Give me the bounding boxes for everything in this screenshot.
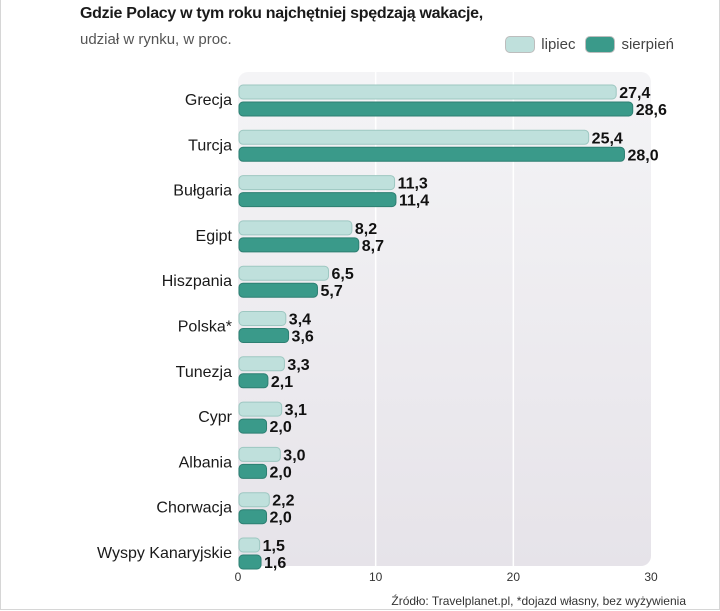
bar-sierpien-polska — [238, 328, 290, 343]
value-label-lipiec-wyspy-kanaryjskie: 1,5 — [263, 538, 285, 555]
legend-item-sierpien: sierpień — [585, 36, 674, 53]
bar-lipiec-grecja — [238, 84, 617, 100]
legend-swatch-sierpien — [585, 36, 616, 53]
source-note: Źródło: Travelplanet.pl, *dojazd własny,… — [391, 594, 686, 608]
value-label-sierpien-tunezja: 2,1 — [271, 374, 293, 391]
value-label-sierpien-egipt: 8,7 — [362, 238, 384, 255]
legend-label-sierpien: sierpień — [621, 36, 674, 53]
bar-lipiec-egipt — [238, 220, 353, 236]
value-label-sierpien-turcja: 28,0 — [627, 147, 658, 164]
value-label-sierpien-cypr: 2,0 — [270, 419, 292, 436]
bar-lipiec-polska — [238, 311, 287, 326]
category-label-turcja: Turcja — [188, 137, 232, 154]
category-label-albania: Albania — [179, 454, 232, 471]
value-label-lipiec-polska: 3,4 — [289, 312, 311, 329]
bar-lipiec-turcja — [238, 129, 590, 145]
bar-sierpien-bulgaria — [238, 192, 397, 208]
bar-lipiec-chorwacja — [238, 492, 270, 508]
category-label-bulgaria: Bułgaria — [173, 183, 232, 200]
category-label-wyspy-kanaryjskie: Wyspy Kanaryjskie — [97, 545, 232, 562]
value-label-sierpien-hiszpania: 5,7 — [320, 283, 342, 300]
x-tick-label: 30 — [644, 570, 658, 584]
category-label-chorwacja: Chorwacja — [156, 500, 232, 517]
chart-subtitle: udział w rynku, w proc. — [80, 31, 232, 48]
value-label-lipiec-hiszpania: 6,5 — [331, 266, 353, 283]
legend-label-lipiec: lipiec — [541, 36, 576, 53]
value-label-sierpien-polska: 3,6 — [292, 329, 314, 346]
bar-lipiec-wyspy-kanaryjskie — [238, 537, 261, 553]
value-label-lipiec-grecja: 27,4 — [619, 85, 650, 102]
bar-lipiec-hiszpania — [238, 265, 329, 281]
bar-sierpien-grecja — [238, 101, 634, 117]
category-label-tunezja: Tunezja — [176, 364, 232, 381]
bar-sierpien-wyspy-kanaryjskie — [238, 554, 262, 570]
value-label-lipiec-cypr: 3,1 — [285, 402, 307, 419]
value-label-lipiec-bulgaria: 11,3 — [398, 176, 428, 193]
bar-lipiec-bulgaria — [238, 175, 396, 191]
category-label-egipt: Egipt — [196, 228, 233, 245]
chart-title: Gdzie Polacy w tym roku najchętniej spęd… — [80, 5, 483, 22]
value-label-sierpien-chorwacja: 2,0 — [270, 510, 292, 527]
bar-lipiec-albania — [238, 446, 281, 462]
value-label-sierpien-albania: 2,0 — [270, 464, 292, 481]
value-label-lipiec-turcja: 25,4 — [592, 130, 623, 147]
value-label-lipiec-egipt: 8,2 — [355, 221, 377, 238]
value-label-lipiec-chorwacja: 2,2 — [272, 493, 294, 510]
category-label-polska: Polska* — [178, 319, 232, 336]
bar-sierpien-cypr — [238, 418, 268, 434]
value-label-sierpien-wyspy-kanaryjskie: 1,6 — [264, 555, 286, 572]
x-tick-label: 20 — [507, 570, 521, 584]
bar-sierpien-tunezja — [238, 373, 269, 389]
bar-sierpien-hiszpania — [238, 282, 318, 298]
category-label-grecja: Grecja — [185, 92, 232, 109]
x-tick-label: 0 — [235, 570, 242, 584]
x-tick-label: 10 — [369, 570, 383, 584]
value-label-lipiec-albania: 3,0 — [283, 447, 305, 464]
value-label-lipiec-tunezja: 3,3 — [287, 357, 309, 374]
bar-sierpien-turcja — [238, 146, 625, 162]
value-label-sierpien-grecja: 28,6 — [636, 102, 667, 119]
category-label-hiszpania: Hiszpania — [162, 273, 232, 290]
legend-swatch-lipiec — [505, 36, 536, 53]
chart-legend: lipiec sierpień — [505, 36, 674, 53]
bar-sierpien-chorwacja — [238, 509, 268, 525]
bar-sierpien-egipt — [238, 237, 360, 253]
bar-lipiec-tunezja — [238, 356, 285, 372]
legend-item-lipiec: lipiec — [505, 36, 575, 53]
category-label-cypr: Cypr — [198, 409, 232, 426]
value-label-sierpien-bulgaria: 11,4 — [399, 193, 429, 210]
bar-sierpien-albania — [238, 463, 268, 479]
bar-lipiec-cypr — [238, 401, 283, 417]
